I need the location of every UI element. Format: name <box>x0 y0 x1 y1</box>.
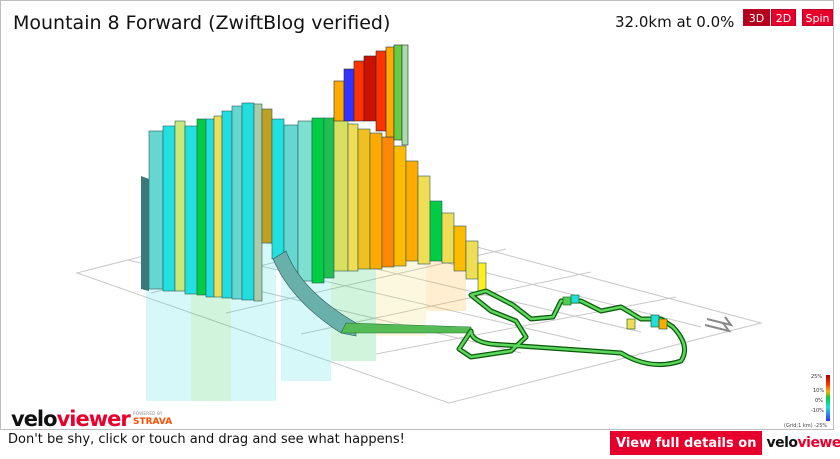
direction-arrows-icon <box>704 316 734 333</box>
legend-label: -10% <box>811 408 824 414</box>
3d-elevation-scene[interactable] <box>1 1 835 431</box>
grid-scale-note: (Grid:1 km) -25% <box>784 423 828 429</box>
interaction-hint: Don't be shy, click or touch and drag an… <box>8 432 405 447</box>
view-2d-button[interactable]: 2D <box>771 9 796 26</box>
strava-logo: STRAVA <box>133 417 173 427</box>
route-loop <box>456 288 688 368</box>
legend-label: 10% <box>813 388 824 394</box>
ribbon-low-2 <box>340 322 472 334</box>
logo-viewer-text: viewer <box>56 407 131 431</box>
details-logo-velo: velo <box>766 435 798 451</box>
climb-spike <box>333 44 409 146</box>
legend-label: 0% <box>815 398 823 404</box>
view-full-details-button[interactable]: View full details on veloviewer <box>610 431 840 455</box>
ribbon-side <box>141 176 149 291</box>
viewer-panel[interactable]: Mountain 8 Forward (ZwiftBlog verified) … <box>0 0 835 431</box>
gradient-bar <box>826 375 830 421</box>
view-3d-button[interactable]: 3D <box>743 9 770 26</box>
details-label: View full details on <box>616 436 757 451</box>
details-logo-viewer: viewer <box>797 435 840 451</box>
spin-button[interactable]: Spin <box>802 9 833 26</box>
powered-by-label: POWERED BY <box>133 411 163 416</box>
details-veloviewer-logo: veloviewer <box>762 431 840 455</box>
distance-gradient-readout: 32.0km at 0.0% <box>615 13 735 31</box>
gradient-legend: 25% 10% 0% -10% <box>811 374 830 421</box>
logo-velo-text: velo <box>11 407 58 431</box>
elevation-profile <box>148 102 487 302</box>
route-title: Mountain 8 Forward (ZwiftBlog verified) <box>13 12 391 34</box>
loop-bumps <box>562 294 668 330</box>
legend-label: 25% <box>811 374 822 380</box>
veloviewer-logo[interactable]: veloviewer <box>11 407 131 431</box>
